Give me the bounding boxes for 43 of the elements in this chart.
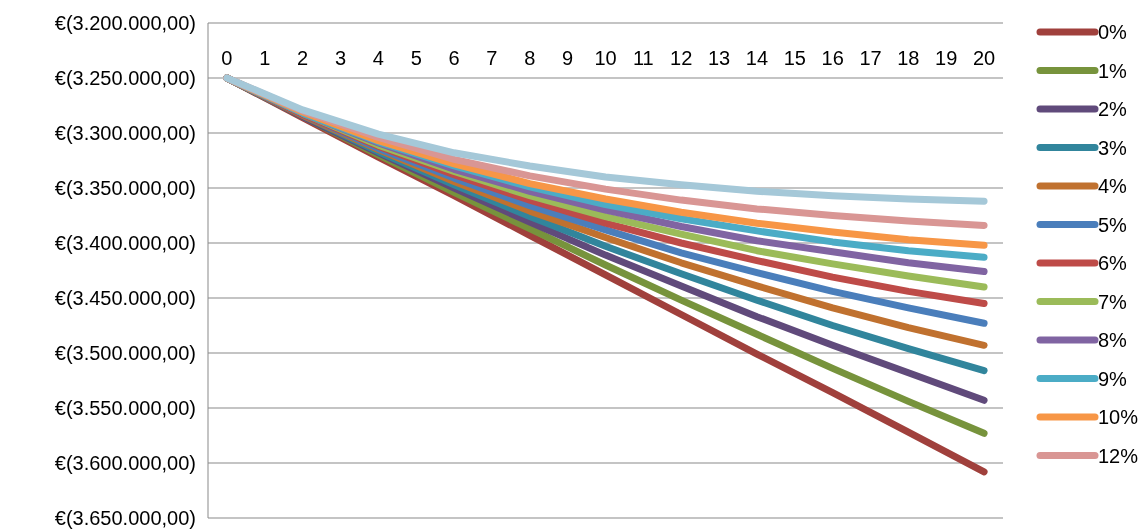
- x-tick-label: 16: [821, 47, 844, 69]
- y-tick-label: €(3.600.000,00): [54, 452, 196, 474]
- legend-label: 1%: [1098, 59, 1128, 82]
- x-tick-label: 2: [297, 47, 309, 69]
- x-tick-label: 14: [745, 47, 769, 69]
- y-tick-label: €(3.250.000,00): [54, 67, 196, 89]
- x-tick-label: 18: [897, 47, 920, 69]
- x-tick-label: 10: [594, 47, 617, 69]
- x-tick-label: 6: [448, 47, 460, 69]
- legend-label: 6%: [1098, 252, 1128, 274]
- legend-label: 9%: [1098, 367, 1128, 390]
- x-tick-label: 20: [972, 47, 996, 69]
- legend-label: 4%: [1098, 175, 1128, 197]
- x-tick-label: 12: [670, 47, 693, 69]
- x-tick-label: 13: [707, 47, 731, 69]
- x-tick-label: 19: [935, 47, 958, 69]
- legend-label: 12%: [1098, 444, 1139, 467]
- legend-label: 3%: [1098, 136, 1128, 159]
- y-tick-label: €(3.550.000,00): [54, 397, 196, 419]
- x-tick-label: 5: [410, 47, 422, 69]
- y-tick-label: €(3.300.000,00): [54, 122, 196, 144]
- x-tick-label: 15: [783, 47, 806, 69]
- y-tick-label: €(3.650.000,00): [54, 507, 196, 529]
- x-tick-label: 11: [632, 47, 654, 69]
- y-tick-label: €(3.400.000,00): [54, 232, 196, 254]
- x-tick-label: 9: [562, 47, 574, 69]
- legend-label: 2%: [1098, 98, 1128, 120]
- y-tick-label: €(3.200.000,00): [54, 12, 196, 34]
- legend-label: 0%: [1098, 21, 1128, 43]
- x-tick-label: 17: [859, 47, 882, 69]
- x-tick-label: 4: [372, 47, 384, 69]
- legend-label: 7%: [1098, 290, 1128, 313]
- x-tick-label: 0: [221, 47, 233, 69]
- y-tick-label: €(3.350.000,00): [54, 177, 196, 199]
- x-tick-label: 1: [259, 47, 271, 69]
- legend-label: 10%: [1098, 406, 1139, 428]
- legend-label: 5%: [1098, 213, 1128, 236]
- x-tick-label: 8: [524, 47, 536, 69]
- y-tick-label: €(3.500.000,00): [54, 342, 196, 364]
- y-tick-label: €(3.450.000,00): [54, 287, 196, 309]
- x-tick-label: 3: [334, 47, 347, 69]
- legend-label: 8%: [1098, 329, 1128, 351]
- x-tick-label: 7: [486, 47, 498, 69]
